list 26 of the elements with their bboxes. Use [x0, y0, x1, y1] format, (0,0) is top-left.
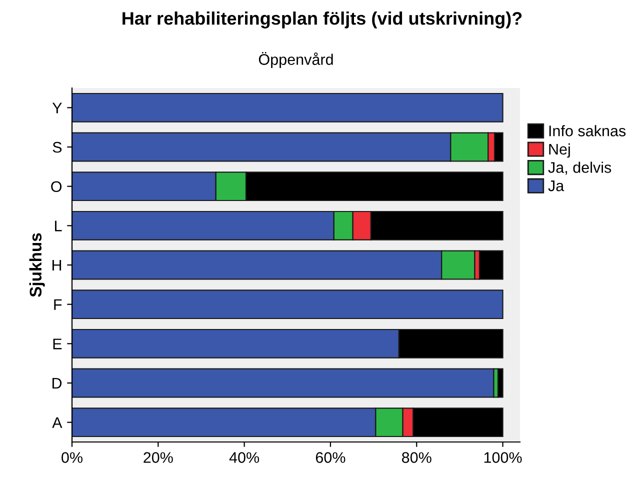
legend-label: Info saknas	[549, 125, 626, 136]
legend-label: Nej	[549, 143, 570, 158]
bar	[72, 368, 494, 398]
legend-label: Ja	[548, 180, 564, 192]
bar	[72, 92, 504, 122]
x-tick-label: 40%	[229, 452, 260, 463]
legend-label: Ja, delvis	[548, 162, 612, 175]
y-axis-title: Sjukhus	[29, 233, 45, 297]
x-tick-label: 60%	[316, 452, 346, 463]
bar	[72, 290, 504, 320]
y-tick-label: A	[52, 417, 62, 428]
x-tick-label: 100%	[484, 452, 522, 463]
y-tick-label: L	[55, 220, 62, 232]
y-tick-label: S	[52, 142, 62, 153]
y-tick-label: Y	[52, 102, 62, 114]
x-tick-label: 20%	[144, 452, 173, 463]
x-tick-label: 80%	[402, 452, 432, 463]
chart-subtitle: Öppenvård	[258, 52, 333, 68]
y-tick-label: E	[53, 338, 62, 350]
y-tick-label: D	[52, 378, 62, 389]
y-tick-label: O	[51, 181, 62, 192]
y-tick-label: H	[52, 260, 62, 271]
y-tick-label: F	[54, 299, 62, 310]
bar	[497, 368, 504, 398]
x-tick-label: 0%	[62, 452, 82, 463]
chart-title: Har rehabiliteringsplan följts (vid utskrivning)?	[122, 12, 522, 28]
